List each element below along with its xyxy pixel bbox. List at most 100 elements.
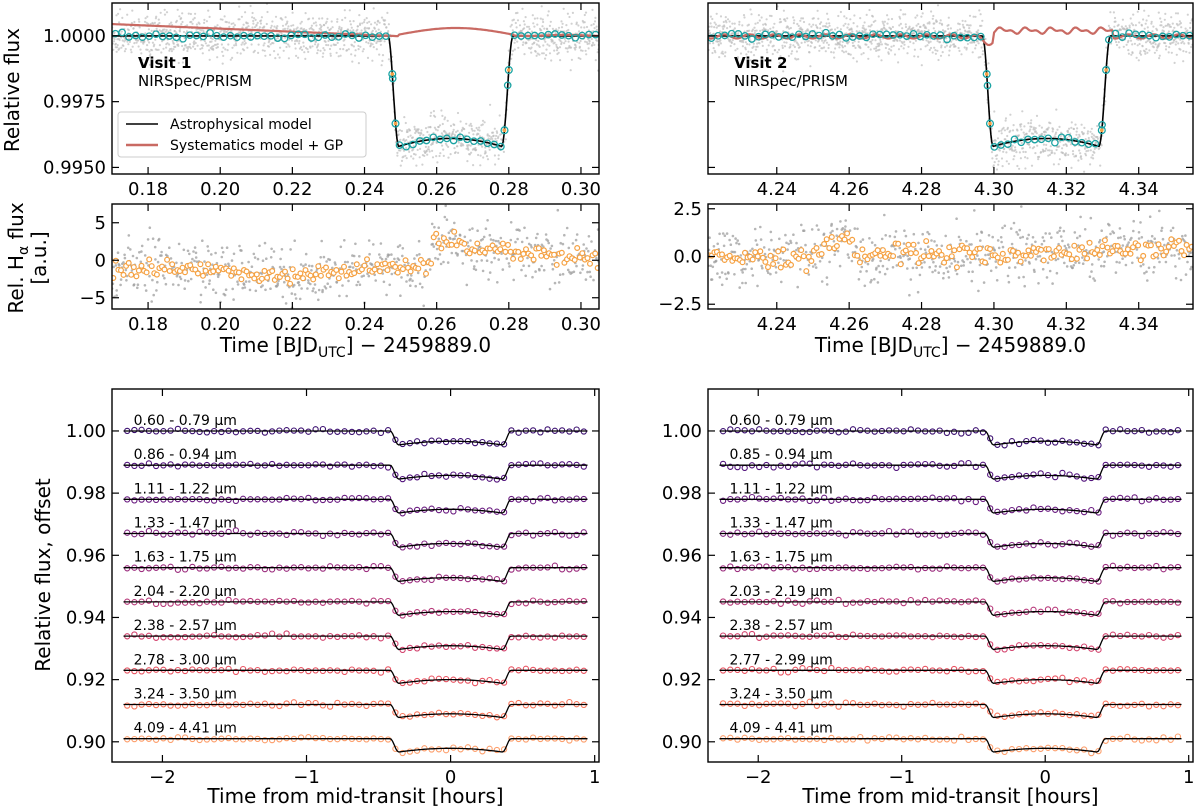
raw-point: [378, 53, 381, 56]
binned-point: [476, 137, 485, 145]
raw-point: [908, 25, 911, 28]
raw-point: [484, 227, 488, 230]
raw-point: [1188, 51, 1191, 54]
raw-point: [208, 49, 211, 52]
raw-point: [478, 135, 482, 138]
raw-point: [993, 249, 996, 252]
binned-point: [1064, 133, 1073, 142]
raw-point: [744, 281, 747, 285]
raw-point: [1174, 265, 1177, 268]
raw-point: [553, 281, 557, 285]
raw-point: [947, 27, 950, 30]
raw-point: [486, 219, 489, 222]
raw-point: [186, 49, 189, 53]
raw-point: [593, 43, 596, 47]
raw-point: [311, 45, 314, 48]
raw-point: [1007, 162, 1011, 165]
raw-point: [1121, 18, 1124, 21]
raw-point: [977, 42, 980, 45]
binned-point-center: [1104, 68, 1108, 72]
raw-point: [1038, 124, 1041, 127]
binned-point: [269, 268, 276, 275]
binned-point: [571, 256, 578, 263]
raw-point: [510, 53, 514, 56]
binned-point: [500, 126, 509, 135]
binned-point: [854, 252, 861, 259]
raw-point: [1000, 129, 1003, 132]
raw-point: [838, 264, 842, 268]
raw-point: [144, 289, 148, 292]
binned-point-center: [988, 121, 992, 126]
raw-point: [785, 241, 788, 245]
raw-point: [1129, 36, 1132, 39]
raw-point: [587, 235, 591, 238]
raw-point: [1077, 159, 1080, 162]
binned-point: [284, 275, 291, 282]
raw-point: [1024, 156, 1027, 159]
raw-point: [515, 26, 518, 29]
raw-point: [908, 257, 912, 261]
raw-point: [1130, 22, 1133, 25]
raw-point: [857, 40, 860, 44]
raw-point: [317, 298, 320, 302]
raw-point: [807, 39, 810, 43]
raw-point: [460, 144, 463, 147]
raw-point: [969, 41, 972, 44]
raw-point: [761, 44, 764, 48]
band-point: [319, 496, 327, 504]
raw-point: [592, 278, 595, 282]
raw-point: [284, 36, 287, 39]
raw-point: [904, 25, 908, 29]
raw-point: [1169, 229, 1173, 232]
binned-point: [741, 249, 748, 256]
raw-point: [857, 278, 861, 281]
raw-point: [279, 257, 282, 261]
raw-point: [329, 285, 332, 289]
raw-point: [936, 4, 940, 7]
raw-point: [1160, 229, 1163, 232]
raw-point: [451, 130, 455, 133]
raw-point: [938, 265, 942, 268]
raw-point: [182, 30, 186, 34]
raw-point: [182, 248, 186, 252]
binned-point: [1114, 243, 1121, 250]
raw-point: [148, 50, 151, 53]
raw-point: [1012, 221, 1016, 225]
raw-point: [851, 41, 854, 45]
raw-point: [146, 48, 149, 51]
raw-point: [828, 22, 831, 25]
raw-point: [574, 46, 578, 49]
band-point: [537, 429, 544, 436]
raw-point: [453, 221, 456, 225]
raw-point: [741, 271, 744, 274]
raw-point: [819, 27, 822, 30]
binned-point: [795, 255, 802, 262]
raw-point: [1178, 23, 1181, 26]
raw-point: [199, 47, 202, 51]
raw-point: [932, 27, 935, 30]
raw-point: [371, 43, 374, 46]
raw-point: [1083, 147, 1087, 150]
binned-point: [981, 259, 988, 266]
raw-point: [254, 289, 258, 293]
raw-point: [535, 43, 539, 46]
raw-point: [961, 19, 964, 22]
raw-point: [212, 44, 215, 48]
raw-point: [1046, 149, 1050, 152]
raw-point: [1006, 134, 1009, 138]
raw-point: [585, 247, 588, 250]
raw-point: [741, 24, 744, 27]
raw-point: [932, 14, 935, 18]
raw-point: [255, 23, 258, 26]
raw-point: [520, 29, 524, 32]
binned-point: [768, 30, 776, 39]
raw-point: [1115, 260, 1118, 264]
raw-point: [714, 51, 717, 54]
raw-point: [1147, 14, 1150, 17]
raw-point: [256, 257, 260, 261]
raw-point: [461, 249, 465, 253]
raw-point: [169, 257, 173, 260]
binned-point: [1071, 242, 1078, 249]
raw-point: [719, 39, 722, 42]
binned-point: [909, 30, 918, 38]
